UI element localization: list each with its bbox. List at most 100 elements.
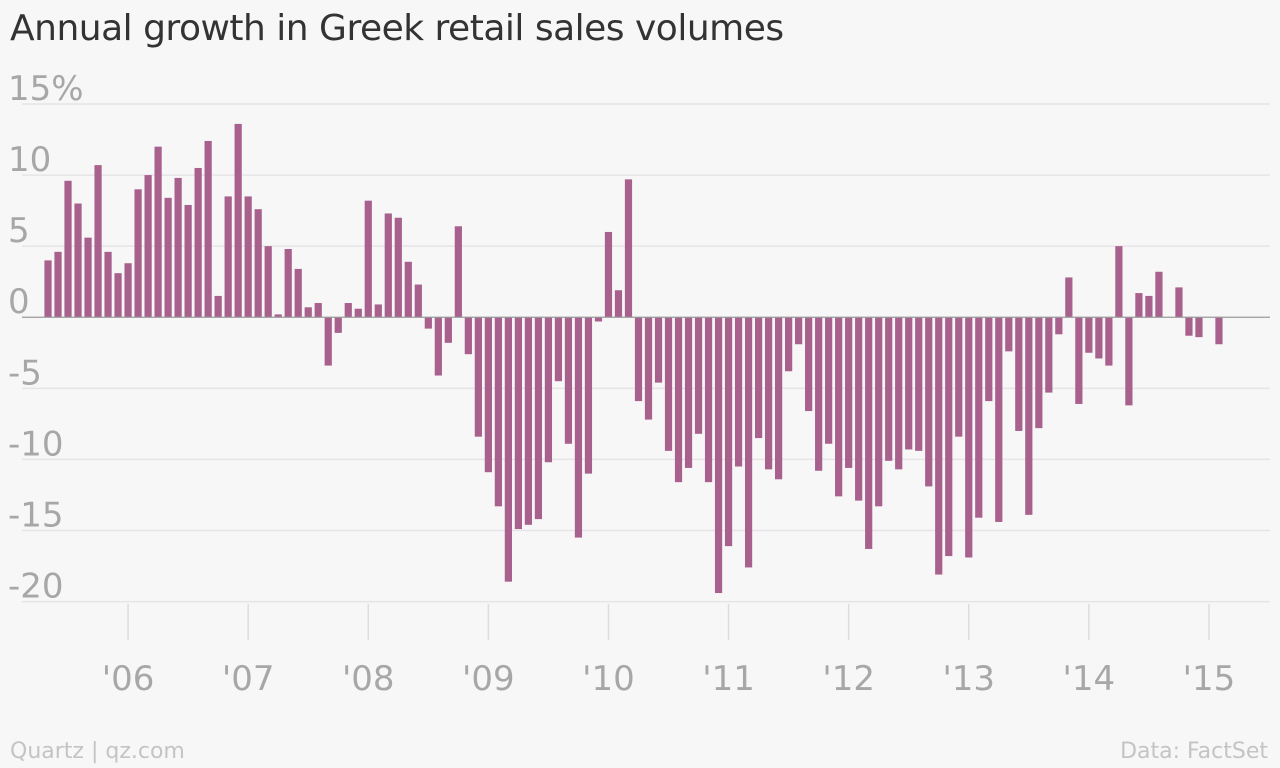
x-tick-label: '14 bbox=[1063, 659, 1116, 699]
bar bbox=[554, 317, 563, 382]
chart-title: Annual growth in Greek retail sales volu… bbox=[10, 8, 784, 49]
bar bbox=[865, 317, 873, 549]
bar bbox=[404, 261, 412, 318]
bar bbox=[84, 237, 92, 318]
bar bbox=[584, 317, 593, 474]
bar bbox=[374, 304, 382, 318]
bar bbox=[514, 317, 522, 530]
bar bbox=[504, 317, 512, 582]
bar bbox=[114, 273, 122, 318]
bar bbox=[915, 317, 923, 451]
bar bbox=[1105, 317, 1113, 366]
bar bbox=[354, 308, 362, 318]
bar bbox=[324, 317, 332, 366]
bar bbox=[184, 204, 192, 318]
bar bbox=[1055, 317, 1063, 335]
bar bbox=[965, 317, 973, 558]
bar bbox=[424, 317, 432, 329]
x-tick-label: '10 bbox=[582, 659, 635, 699]
bars bbox=[44, 123, 1223, 594]
bar bbox=[484, 317, 492, 473]
bar bbox=[204, 140, 212, 318]
bar bbox=[1175, 287, 1183, 318]
bar bbox=[394, 217, 402, 318]
bar bbox=[524, 317, 533, 525]
bar bbox=[144, 175, 152, 318]
y-tick-label: -10 bbox=[8, 424, 64, 464]
bar bbox=[214, 295, 222, 318]
y-tick-label: -20 bbox=[8, 567, 64, 607]
bar bbox=[1125, 317, 1133, 406]
bar bbox=[634, 317, 643, 402]
bar bbox=[234, 123, 242, 318]
data-source: Data: FactSet bbox=[1120, 739, 1268, 764]
bar bbox=[995, 317, 1003, 522]
y-tick-label: -15 bbox=[8, 495, 64, 535]
bar bbox=[54, 251, 62, 318]
bar bbox=[895, 317, 903, 470]
bar bbox=[684, 317, 693, 468]
bar bbox=[174, 177, 182, 318]
bar bbox=[825, 317, 833, 444]
x-tick-label: '08 bbox=[342, 659, 395, 699]
bar bbox=[454, 226, 462, 318]
bar bbox=[1045, 317, 1053, 393]
bar bbox=[1185, 317, 1193, 336]
y-tick-label: 15% bbox=[8, 69, 84, 109]
bar bbox=[1035, 317, 1043, 429]
bar bbox=[905, 317, 913, 450]
bar bbox=[885, 317, 893, 461]
y-tick-label: -5 bbox=[8, 353, 42, 393]
bar bbox=[74, 203, 82, 318]
bar bbox=[464, 317, 472, 355]
bar bbox=[1115, 246, 1123, 318]
y-tick-label: 5 bbox=[8, 211, 30, 251]
bar bbox=[805, 317, 813, 412]
bar bbox=[94, 165, 102, 318]
x-axis-tick-labels: '06 '07 '08 '09 '10 '11 '12 '13 '14 '15 bbox=[102, 659, 1236, 699]
x-tick-label: '06 bbox=[102, 659, 155, 699]
bar bbox=[835, 317, 843, 497]
bar bbox=[534, 317, 543, 520]
bar bbox=[334, 317, 342, 333]
bar bbox=[104, 251, 112, 318]
x-tick-label: '13 bbox=[942, 659, 995, 699]
bar bbox=[544, 317, 553, 463]
bar bbox=[414, 284, 422, 318]
bar bbox=[364, 200, 372, 318]
bar bbox=[44, 260, 52, 318]
bar bbox=[1085, 317, 1093, 353]
x-tick-label: '11 bbox=[702, 659, 755, 699]
bar bbox=[224, 196, 232, 318]
bar bbox=[1065, 277, 1073, 318]
bar bbox=[574, 317, 583, 538]
x-tick-label: '12 bbox=[822, 659, 875, 699]
source-credit: Quartz | qz.com bbox=[10, 739, 185, 764]
bar bbox=[1195, 317, 1203, 338]
bar bbox=[694, 317, 703, 434]
bar bbox=[775, 317, 783, 480]
bar bbox=[1005, 317, 1013, 352]
bar bbox=[604, 231, 613, 318]
bar bbox=[1075, 317, 1083, 404]
bar bbox=[494, 317, 502, 507]
bar bbox=[384, 213, 392, 318]
bar bbox=[734, 317, 743, 467]
x-tick-label: '15 bbox=[1183, 659, 1236, 699]
bar bbox=[594, 317, 603, 322]
bar bbox=[875, 317, 883, 507]
x-tick-label: '07 bbox=[222, 659, 275, 699]
bar bbox=[474, 317, 482, 437]
bar bbox=[935, 317, 943, 575]
bar bbox=[744, 317, 753, 568]
bar bbox=[975, 317, 983, 518]
bar bbox=[164, 197, 172, 318]
bar bbox=[1135, 293, 1143, 318]
bar bbox=[855, 317, 863, 501]
bar bbox=[704, 317, 713, 483]
bar bbox=[244, 196, 252, 318]
bar bbox=[614, 290, 623, 318]
bar bbox=[724, 317, 733, 547]
bar bbox=[1215, 317, 1223, 345]
bar bbox=[985, 317, 993, 402]
